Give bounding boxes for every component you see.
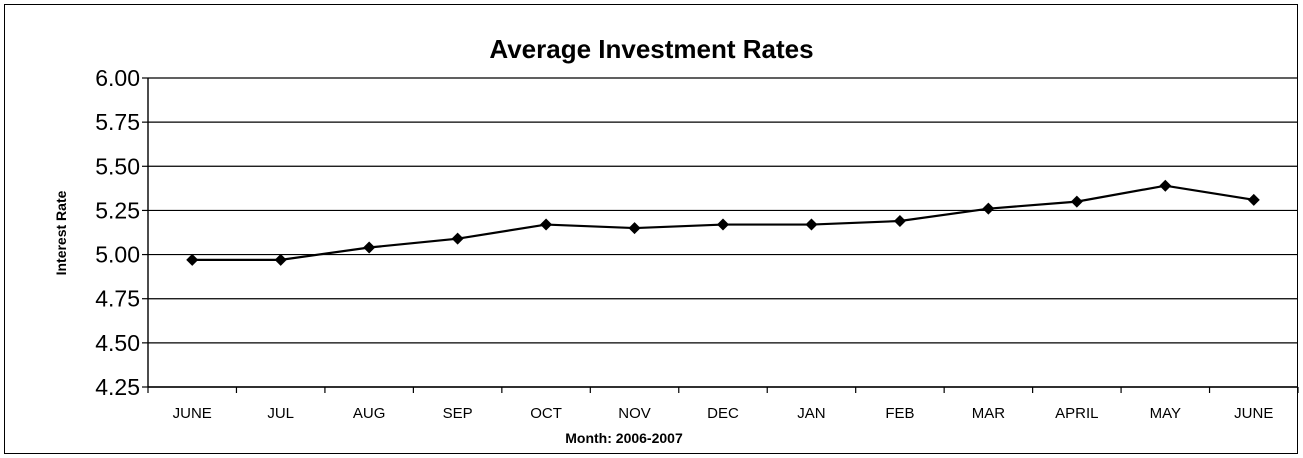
data-point xyxy=(186,253,199,266)
y-axis-title: Interest Rate xyxy=(53,190,69,275)
x-tick-label: MAY xyxy=(1150,405,1181,422)
data-point xyxy=(451,232,464,245)
x-tick-label: FEB xyxy=(885,405,914,422)
data-point xyxy=(893,215,906,228)
y-tick-label: 5.00 xyxy=(95,242,140,268)
y-tick-label: 5.75 xyxy=(95,109,140,135)
x-tick-label: OCT xyxy=(530,405,562,422)
data-point xyxy=(1159,179,1172,192)
x-tick-label: MAR xyxy=(972,405,1006,422)
x-tick-label: SEP xyxy=(443,405,473,422)
gridlines xyxy=(147,77,1298,388)
data-point xyxy=(982,202,995,215)
data-point xyxy=(363,241,376,254)
x-axis-ticks: JUNE JUL AUG SEP OCT NOV DEC JAN FEB MAR APRIL MAY J… xyxy=(147,387,1299,422)
x-tick-label: JUNE xyxy=(1234,405,1273,422)
x-axis-title: Month: 2006-2007 xyxy=(565,430,683,446)
x-tick-label: DEC xyxy=(707,405,739,422)
y-tick-label: 4.50 xyxy=(95,330,140,356)
chart-frame xyxy=(4,4,1298,454)
y-tick-label: 4.75 xyxy=(95,286,140,312)
x-tick-label: JAN xyxy=(797,405,825,422)
x-tick-label: NOV xyxy=(618,405,651,422)
data-point xyxy=(1070,195,1083,208)
x-tick-label: JUNE xyxy=(173,405,212,422)
y-axis-ticks: 6.00 5.75 5.50 5.25 5.00 4.75 4.50 4.25 xyxy=(95,65,148,400)
y-tick-label: 4.25 xyxy=(95,374,140,400)
data-point xyxy=(274,253,287,266)
y-tick-label: 5.50 xyxy=(95,153,140,179)
series-group xyxy=(186,179,1260,266)
x-tick-label: APRIL xyxy=(1055,405,1098,422)
data-point xyxy=(805,218,818,231)
chart-title: Average Investment Rates xyxy=(489,34,814,64)
x-tick-label: JUL xyxy=(267,405,294,422)
y-tick-label: 5.25 xyxy=(95,197,140,223)
y-tick-label: 6.00 xyxy=(95,65,140,91)
x-tick-label: AUG xyxy=(353,405,386,422)
data-point xyxy=(1247,193,1260,206)
data-point xyxy=(717,218,729,231)
data-point xyxy=(628,222,641,235)
data-point xyxy=(540,218,553,231)
